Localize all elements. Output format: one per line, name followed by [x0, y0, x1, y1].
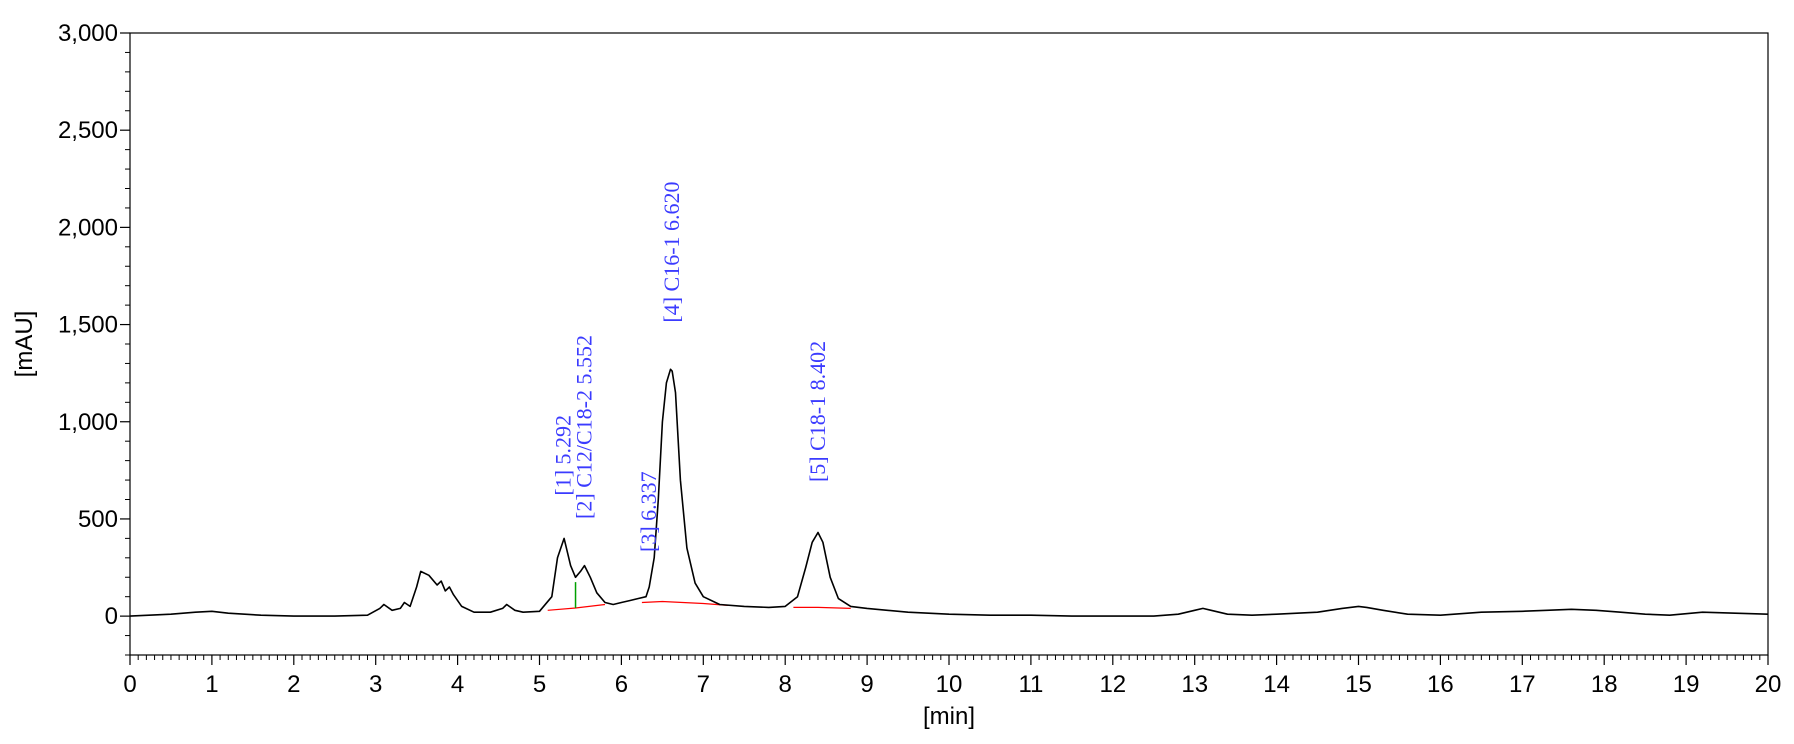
x-tick-label: 5	[533, 671, 546, 698]
x-tick-label: 12	[1099, 671, 1126, 698]
x-tick-label: 8	[779, 671, 792, 698]
x-tick-label: 0	[123, 671, 136, 698]
y-tick-label: 3,000	[58, 20, 118, 47]
x-tick-label: 11	[1018, 671, 1043, 698]
y-tick-label: 1,000	[58, 409, 118, 436]
peak-label: [3] 6.337	[636, 471, 661, 552]
x-tick-label: 16	[1427, 671, 1454, 698]
peak-label: [5] C18-1 8.402	[805, 341, 830, 482]
peak-label: [2] C12/C18-2 5.552	[572, 335, 597, 519]
x-tick-label: 17	[1509, 671, 1536, 698]
x-tick-label: 18	[1591, 671, 1618, 698]
x-tick-label: 2	[287, 671, 300, 698]
peak-label: [4] C16-1 6.620	[659, 181, 684, 322]
x-tick-label: 10	[936, 671, 963, 698]
x-tick-label: 14	[1263, 671, 1290, 698]
x-tick-label: 1	[205, 671, 218, 698]
y-tick-label: 500	[78, 506, 118, 533]
x-axis-label: [min]	[923, 703, 975, 730]
y-axis-label: [mAU]	[11, 311, 38, 378]
x-tick-label: 13	[1181, 671, 1208, 698]
x-tick-label: 19	[1673, 671, 1700, 698]
x-tick-label: 6	[615, 671, 628, 698]
x-tick-label: 7	[697, 671, 710, 698]
y-tick-label: 2,000	[58, 214, 118, 241]
y-tick-label: 0	[105, 603, 118, 630]
x-tick-label: 3	[369, 671, 382, 698]
x-tick-label: 20	[1755, 671, 1782, 698]
x-tick-label: 9	[860, 671, 873, 698]
x-tick-label: 15	[1345, 671, 1372, 698]
y-tick-label: 1,500	[58, 312, 118, 339]
y-tick-label: 2,500	[58, 117, 118, 144]
x-tick-label: 4	[451, 671, 464, 698]
